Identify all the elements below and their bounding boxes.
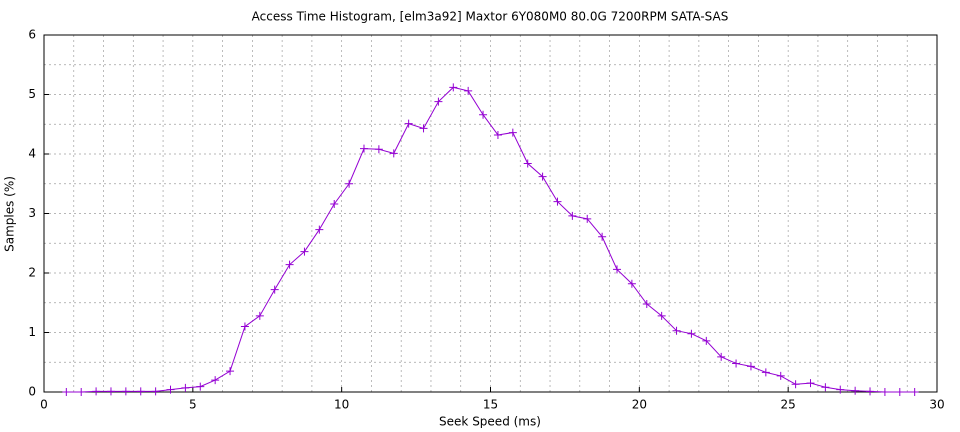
x-tick-label: 25 — [781, 398, 796, 412]
data-point — [62, 388, 71, 396]
data-point — [166, 385, 175, 394]
data-point — [434, 97, 443, 106]
data-point — [583, 214, 592, 223]
y-tick-label: 5 — [28, 87, 36, 101]
data-point — [464, 86, 473, 95]
data-point — [226, 367, 235, 376]
data-point — [613, 265, 622, 274]
data-point — [121, 387, 130, 396]
data-point — [657, 311, 666, 320]
data-point — [419, 124, 428, 133]
data-point — [449, 83, 458, 92]
data-point — [300, 247, 309, 256]
data-point — [77, 388, 86, 396]
plot-frame — [43, 34, 938, 393]
y-tick-label: 3 — [28, 206, 36, 220]
data-point — [806, 379, 815, 388]
data-point — [196, 382, 205, 391]
y-tick-label: 1 — [28, 325, 36, 339]
data-point — [910, 388, 919, 396]
data-point — [880, 388, 889, 396]
x-tick-label: 10 — [334, 398, 349, 412]
data-point — [151, 387, 160, 396]
data-point — [732, 359, 741, 368]
data-point — [717, 352, 726, 361]
y-tick-label: 2 — [28, 266, 36, 280]
data-point — [493, 130, 502, 139]
data-point — [255, 311, 264, 320]
x-tick-label: 5 — [189, 398, 197, 412]
data-point — [627, 279, 636, 288]
data-point — [211, 376, 220, 385]
data-point — [791, 380, 800, 389]
data-point — [345, 179, 354, 188]
data-point — [92, 387, 101, 396]
data-point — [761, 368, 770, 377]
y-tick-label: 0 — [28, 385, 36, 399]
y-tick-label: 6 — [28, 28, 36, 42]
chart-title: Access Time Histogram, [elm3a92] Maxtor … — [252, 10, 729, 24]
data-point — [523, 159, 532, 168]
data-point — [776, 371, 785, 380]
data-point — [374, 145, 383, 154]
data-point — [479, 110, 488, 119]
x-axis-label: Seek Speed (ms) — [439, 415, 541, 429]
data-point — [270, 285, 279, 294]
data-point — [389, 149, 398, 158]
data-point — [315, 225, 324, 234]
data-point — [181, 383, 190, 392]
data-point — [538, 172, 547, 181]
data-point — [508, 128, 517, 137]
y-axis-label: Samples (%) — [3, 176, 17, 252]
data-point — [359, 144, 368, 153]
data-point — [746, 362, 755, 371]
x-tick-label: 20 — [632, 398, 647, 412]
data-point — [404, 119, 413, 128]
data-point — [895, 388, 904, 396]
data-point — [598, 232, 607, 241]
data-point — [821, 383, 830, 392]
x-tick-label: 30 — [929, 398, 944, 412]
data-point — [285, 260, 294, 269]
data-point — [330, 199, 339, 208]
data-point — [702, 336, 711, 345]
data-point — [836, 385, 845, 394]
x-tick-label: 0 — [40, 398, 48, 412]
data-point — [866, 387, 875, 396]
data-point — [642, 299, 651, 308]
data-point — [851, 386, 860, 395]
data-point — [240, 322, 249, 331]
data-point — [136, 387, 145, 396]
data-line — [66, 86, 915, 393]
x-tick-label: 15 — [483, 398, 498, 412]
data-point — [687, 329, 696, 338]
data-point — [672, 326, 681, 335]
data-point — [106, 387, 115, 396]
y-tick-label: 4 — [28, 147, 36, 161]
data-point — [568, 211, 577, 220]
data-point — [553, 197, 562, 206]
